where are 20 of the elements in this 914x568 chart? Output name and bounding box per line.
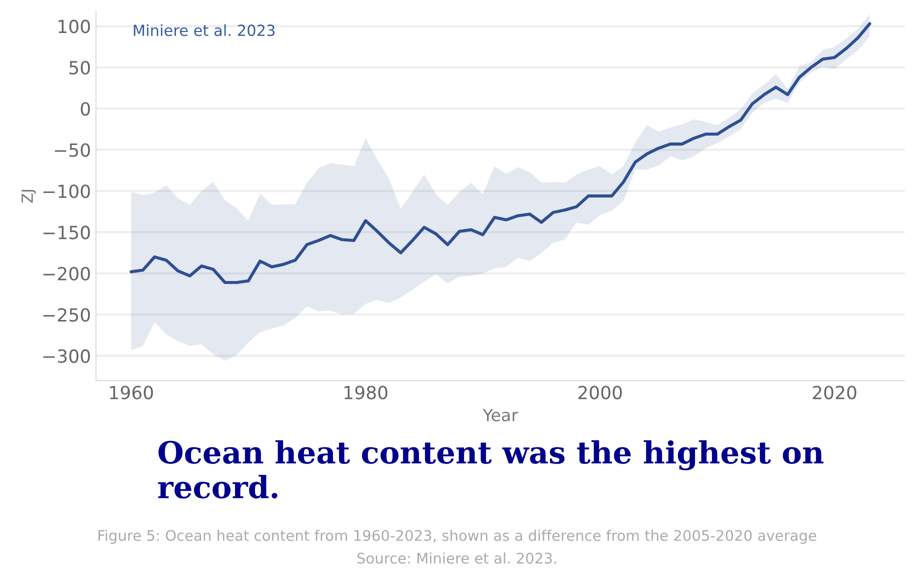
y-tick-label: −250 xyxy=(43,308,90,322)
caption: Figure 5: Ocean heat content from 1960-2023, shown as a difference from the 2005-2020 average xyxy=(98,530,816,544)
annotation: Miniere et al. 2023 xyxy=(134,24,275,36)
x-tick-label: 1980 xyxy=(344,386,388,400)
y-tick-label: −150 xyxy=(43,226,90,240)
x-tick-label: 2020 xyxy=(812,386,856,400)
y-tick-label: −200 xyxy=(43,266,90,281)
y-tick-label: 0 xyxy=(80,102,90,116)
y-tick-label: −300 xyxy=(43,349,90,363)
x-tick-label: 1960 xyxy=(110,386,153,400)
y-tick-label: 50 xyxy=(70,60,90,75)
x-axis-title: Year xyxy=(482,408,518,422)
y-tick-label: 100 xyxy=(58,20,90,34)
x-tick-label: 2000 xyxy=(578,386,622,400)
text: Ocean heat content was the highest on record. xyxy=(158,440,824,498)
source-note: Source: Miniere et al. 2023. xyxy=(357,552,556,564)
y-tick-label: −100 xyxy=(43,184,90,198)
line-series xyxy=(130,22,872,284)
y-tick-label: −50 xyxy=(54,143,90,157)
y-axis-title: ZJ xyxy=(22,190,36,203)
